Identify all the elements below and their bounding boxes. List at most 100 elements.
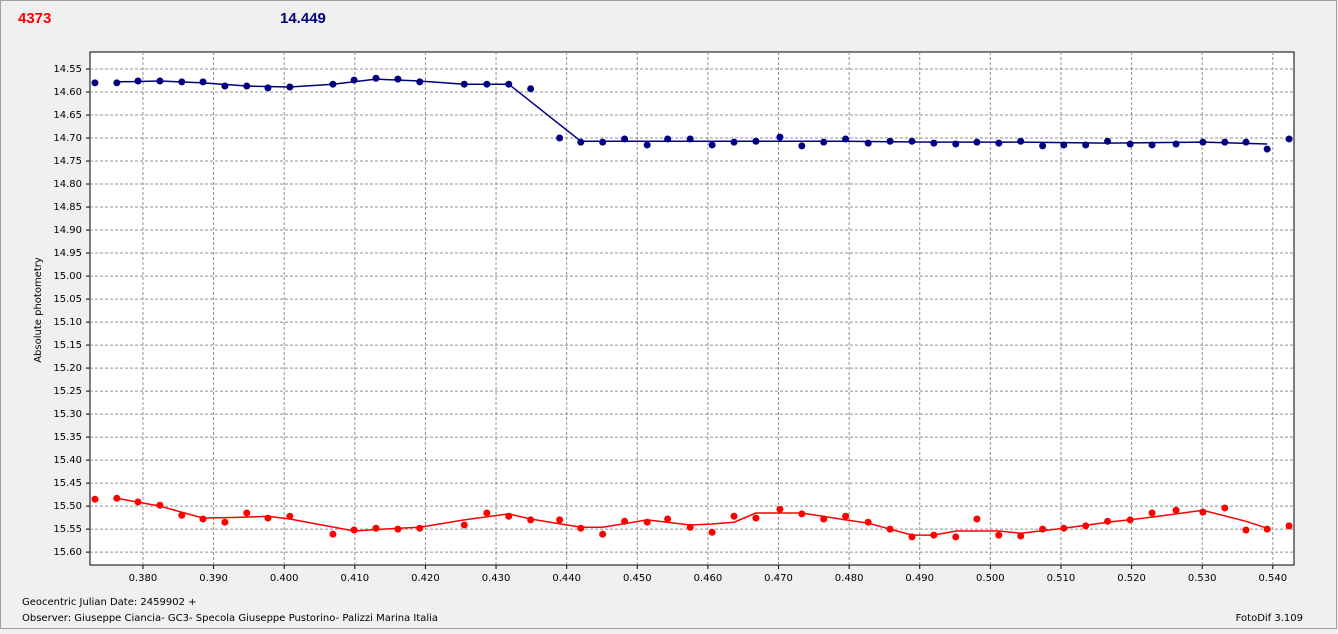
data-point xyxy=(113,79,121,87)
data-point xyxy=(178,511,186,519)
data-point xyxy=(820,138,828,146)
footer-date: Geocentric Julian Date: 2459902 + xyxy=(22,597,197,608)
data-point xyxy=(1172,506,1180,514)
x-tick-label: 0.500 xyxy=(976,573,1005,584)
data-point xyxy=(842,512,850,520)
data-point xyxy=(577,524,585,532)
data-point xyxy=(1126,140,1134,148)
data-point xyxy=(1263,145,1271,153)
y-tick-label: 14.90 xyxy=(53,225,82,236)
data-point xyxy=(243,509,251,517)
y-tick-label: 14.60 xyxy=(53,87,82,98)
data-point xyxy=(1017,532,1025,540)
data-point xyxy=(350,526,358,534)
data-point xyxy=(221,518,229,526)
data-point xyxy=(995,139,1003,147)
y-axis-label: Absolute photometry xyxy=(33,257,44,363)
data-point xyxy=(1285,522,1293,530)
y-tick-label: 14.70 xyxy=(53,133,82,144)
x-tick-label: 0.410 xyxy=(340,573,369,584)
y-tick-label: 15.50 xyxy=(53,501,82,512)
y-tick-label: 15.35 xyxy=(53,432,82,443)
header-right: 14.449 xyxy=(280,10,326,27)
data-point xyxy=(416,524,424,532)
data-point xyxy=(643,141,651,149)
x-tick-label: 0.430 xyxy=(482,573,511,584)
y-tick-label: 15.10 xyxy=(53,317,82,328)
data-point xyxy=(864,139,872,147)
x-tick-label: 0.400 xyxy=(270,573,299,584)
data-point xyxy=(556,516,564,524)
data-point xyxy=(599,530,607,538)
data-point xyxy=(1242,138,1250,146)
data-point xyxy=(394,525,402,533)
data-point xyxy=(1221,504,1229,512)
data-point xyxy=(664,515,672,523)
x-tick-label: 0.460 xyxy=(694,573,723,584)
y-tick-label: 14.55 xyxy=(53,64,82,75)
data-point xyxy=(973,515,981,523)
data-point xyxy=(752,514,760,522)
data-point xyxy=(329,530,337,538)
data-point xyxy=(952,533,960,541)
x-tick-label: 0.490 xyxy=(905,573,934,584)
y-tick-label: 15.15 xyxy=(53,340,82,351)
x-tick-label: 0.480 xyxy=(835,573,864,584)
data-point xyxy=(527,85,535,93)
y-tick-label: 15.40 xyxy=(53,455,82,466)
data-point xyxy=(708,141,716,149)
data-point xyxy=(798,510,806,518)
footer-observer: Observer: Giuseppe Ciancia- GC3- Specola… xyxy=(22,613,438,624)
data-point xyxy=(372,74,380,82)
y-tick-label: 14.85 xyxy=(53,202,82,213)
x-tick-label: 0.450 xyxy=(623,573,652,584)
data-point xyxy=(199,78,207,86)
data-point xyxy=(264,84,272,92)
data-point xyxy=(1039,142,1047,150)
data-point xyxy=(995,531,1003,539)
x-tick-label: 0.470 xyxy=(764,573,793,584)
data-point xyxy=(394,75,402,83)
x-tick-label: 0.510 xyxy=(1047,573,1076,584)
x-tick-label: 0.390 xyxy=(199,573,228,584)
data-point xyxy=(599,138,607,146)
data-point xyxy=(483,509,491,517)
data-point xyxy=(1172,140,1180,148)
y-tick-label: 15.25 xyxy=(53,386,82,397)
data-point xyxy=(776,505,784,513)
data-point xyxy=(286,512,294,520)
data-point xyxy=(730,512,738,520)
y-tick-label: 15.30 xyxy=(53,409,82,420)
x-tick-label: 0.440 xyxy=(552,573,581,584)
data-point xyxy=(708,528,716,536)
y-tick-label: 15.00 xyxy=(53,271,82,282)
y-tick-label: 14.75 xyxy=(53,156,82,167)
x-tick-label: 0.420 xyxy=(411,573,440,584)
x-tick-label: 0.380 xyxy=(129,573,158,584)
data-point xyxy=(556,134,564,142)
data-point xyxy=(930,139,938,147)
data-point xyxy=(372,524,380,532)
data-point xyxy=(91,79,99,87)
y-tick-label: 14.65 xyxy=(53,110,82,121)
y-tick-label: 15.20 xyxy=(53,363,82,374)
data-point xyxy=(91,495,99,503)
data-point xyxy=(798,142,806,150)
data-point xyxy=(199,515,207,523)
y-tick-label: 14.95 xyxy=(53,248,82,259)
series-line xyxy=(116,78,1268,145)
data-point xyxy=(416,78,424,86)
x-tick-label: 0.540 xyxy=(1258,573,1287,584)
y-tick-label: 15.05 xyxy=(53,294,82,305)
data-point xyxy=(1285,135,1293,143)
plot-area xyxy=(89,51,1295,566)
data-point xyxy=(730,138,738,146)
header-left: 4373 xyxy=(18,10,51,27)
x-tick-label: 0.520 xyxy=(1117,573,1146,584)
y-tick-label: 15.60 xyxy=(53,547,82,558)
y-tick-label: 15.45 xyxy=(53,478,82,489)
y-tick-label: 14.80 xyxy=(53,179,82,190)
data-point xyxy=(1242,526,1250,534)
data-point xyxy=(1148,509,1156,517)
data-point xyxy=(460,521,468,529)
